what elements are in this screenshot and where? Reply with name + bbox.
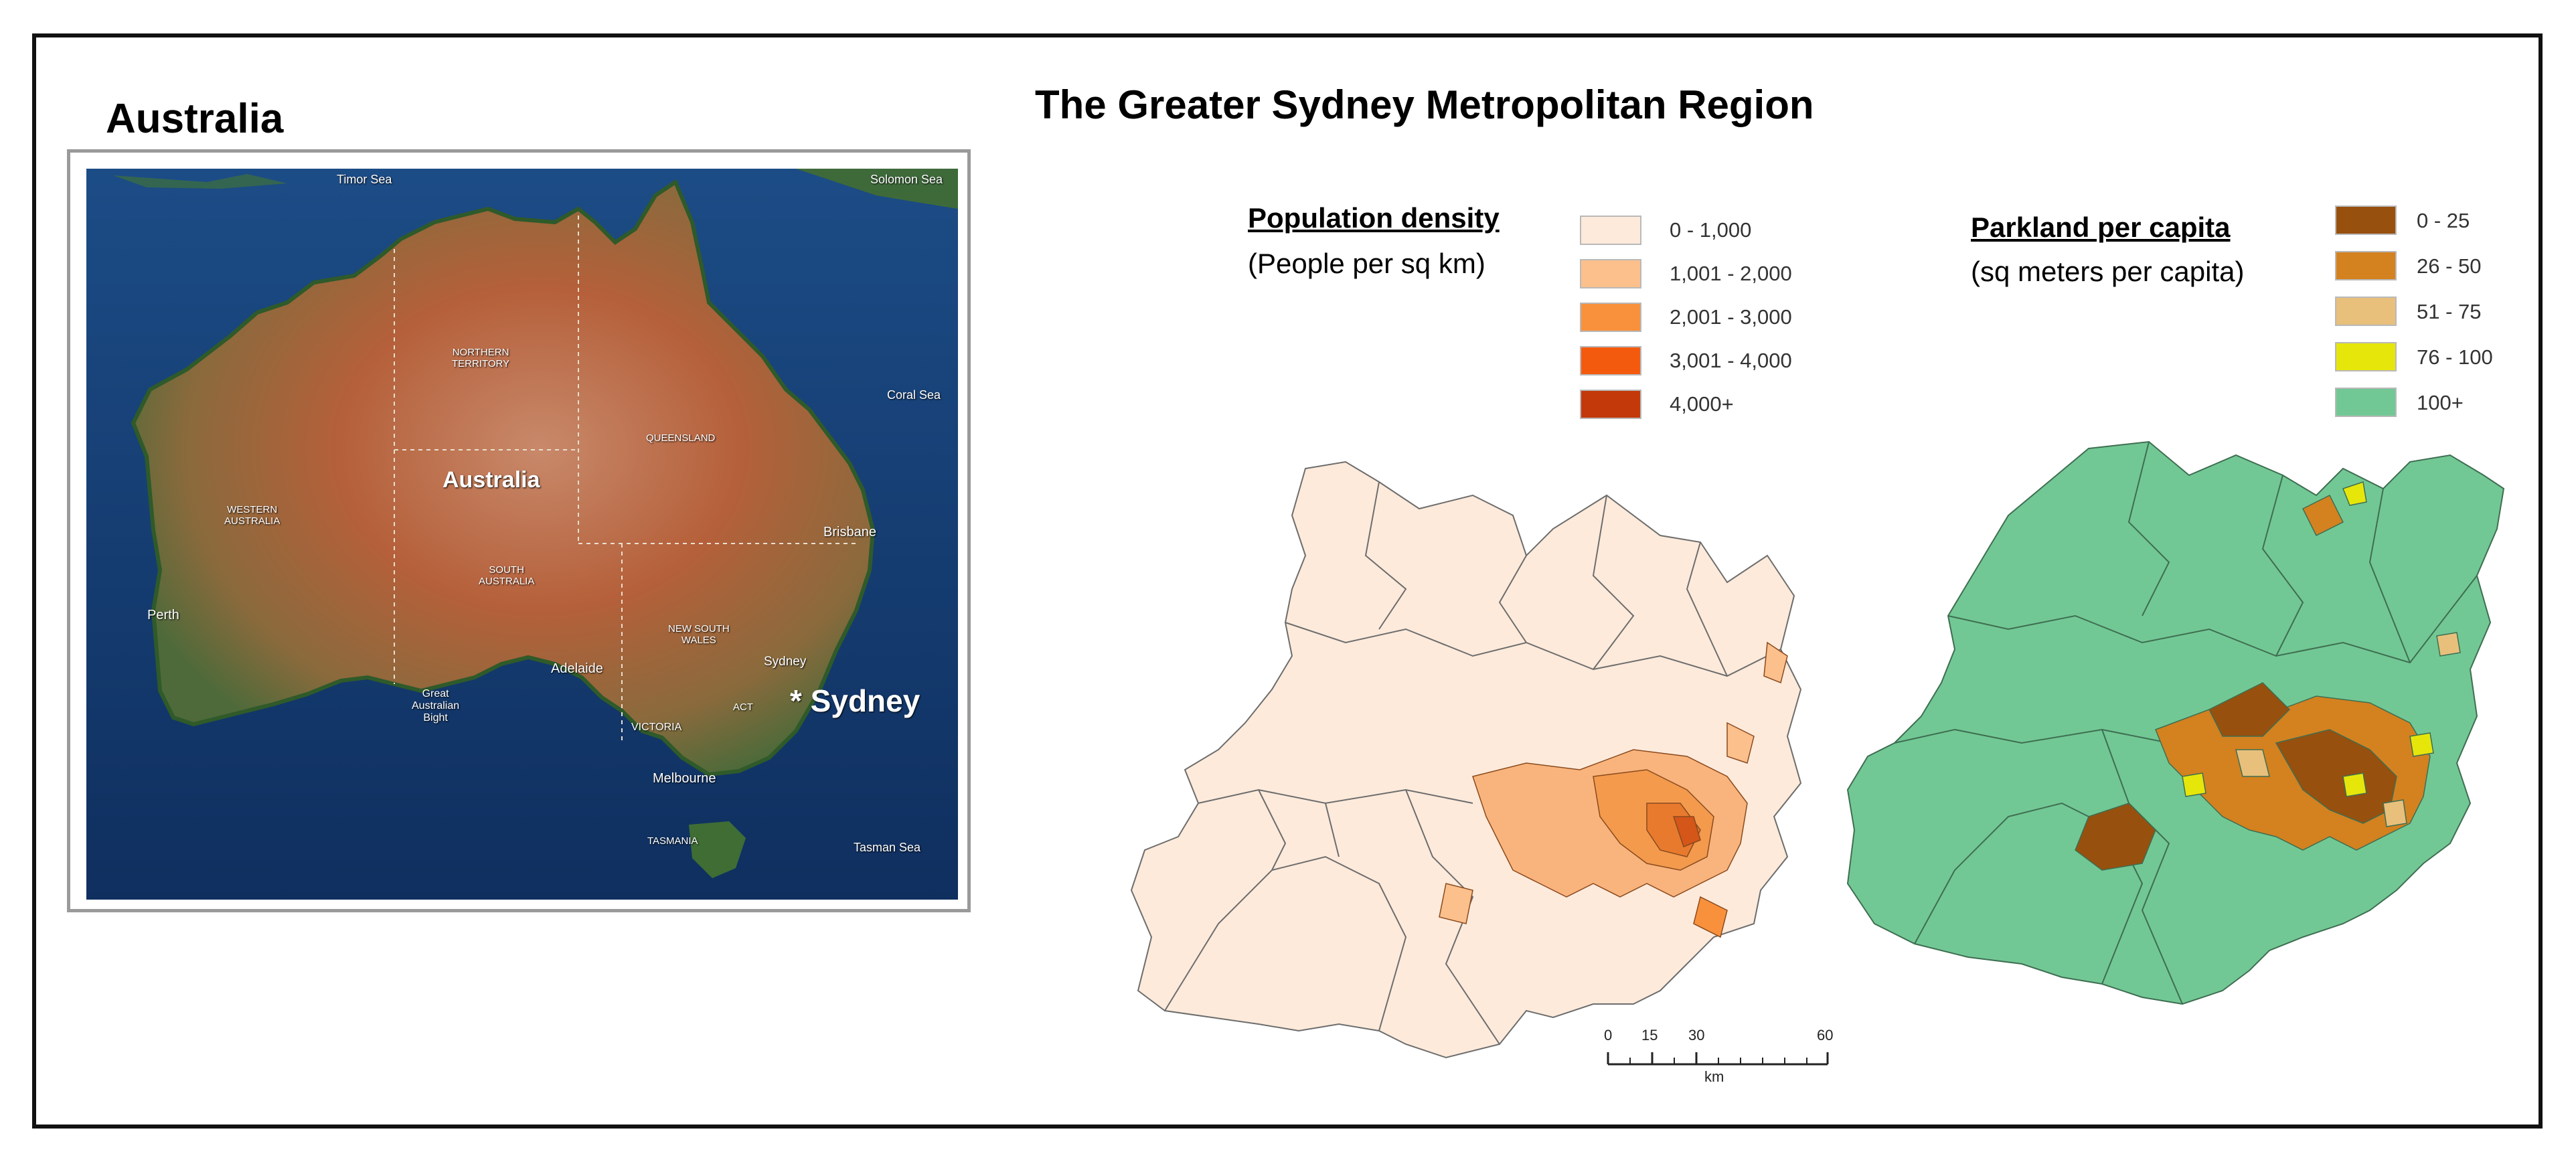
park-swatch-4 bbox=[2335, 388, 2397, 417]
sydney-small-label: Sydney bbox=[764, 655, 807, 669]
solomon-sea-label: Solomon Sea bbox=[870, 173, 943, 186]
parkland-boundaries bbox=[1894, 441, 2478, 1005]
new-south-wales-label: NEW SOUTH WALES bbox=[668, 623, 730, 646]
tasman-sea-label: Tasman Sea bbox=[854, 841, 921, 854]
scale-tick-15: 15 bbox=[1641, 1027, 1658, 1044]
scale-tick-0: 0 bbox=[1604, 1027, 1613, 1044]
population-density-boundaries bbox=[1164, 481, 1781, 1045]
sydney-marker-label: * Sydney bbox=[790, 683, 920, 718]
pop-label-2: 2,001 - 3,000 bbox=[1670, 305, 1792, 329]
islands-north bbox=[113, 174, 287, 189]
western-australia-label: WESTERN AUSTRALIA bbox=[224, 504, 280, 527]
tasmania-land bbox=[689, 821, 746, 878]
northern-territory-label: NORTHERN TERRITORY bbox=[452, 347, 510, 369]
park-swatch-3 bbox=[2335, 342, 2397, 371]
sydney-region-title: The Greater Sydney Metropolitan Region bbox=[1035, 82, 1814, 127]
australia-map-label: Australia bbox=[442, 467, 540, 493]
pop-swatch-3 bbox=[1580, 346, 1641, 376]
coral-sea-label: Coral Sea bbox=[887, 388, 941, 402]
pop-label-3: 3,001 - 4,000 bbox=[1670, 349, 1792, 372]
parkland-urban-core bbox=[2075, 481, 2461, 871]
australia-satellite-svg bbox=[86, 169, 958, 900]
park-swatch-2 bbox=[2335, 297, 2397, 326]
australia-title: Australia bbox=[106, 96, 284, 142]
population-density-heading: Population density bbox=[1248, 202, 1500, 234]
pop-swatch-2 bbox=[1580, 303, 1641, 332]
population-density-base bbox=[1130, 461, 1802, 1059]
act-label: ACT bbox=[733, 701, 753, 713]
brisbane-label: Brisbane bbox=[823, 525, 876, 539]
population-density-urban-core bbox=[1439, 641, 1788, 938]
scale-tick-60: 60 bbox=[1817, 1027, 1834, 1044]
perth-label: Perth bbox=[147, 608, 179, 622]
pop-swatch-0 bbox=[1580, 216, 1641, 245]
pop-label-1: 1,001 - 2,000 bbox=[1670, 262, 1792, 285]
tasmania-label: TASMANIA bbox=[647, 835, 698, 847]
population-density-map bbox=[1130, 461, 1802, 1059]
park-label-4: 100+ bbox=[2417, 391, 2464, 414]
south-australia-label: SOUTH AUSTRALIA bbox=[479, 564, 535, 587]
australia-satellite-map: Timor Sea Solomon Sea Coral Sea Tasman S… bbox=[67, 149, 971, 912]
pop-swatch-4 bbox=[1580, 390, 1641, 419]
scale-tick-30: 30 bbox=[1688, 1027, 1705, 1044]
park-label-1: 26 - 50 bbox=[2417, 254, 2482, 278]
great-australian-bight-label: Great Australian Bight bbox=[412, 688, 460, 724]
parkland-map bbox=[1846, 440, 2505, 1005]
park-label-2: 51 - 75 bbox=[2417, 300, 2482, 323]
scale-bar bbox=[1607, 1052, 1829, 1066]
pop-label-0: 0 - 1,000 bbox=[1670, 218, 1752, 242]
park-swatch-0 bbox=[2335, 205, 2397, 235]
park-label-0: 0 - 25 bbox=[2417, 209, 2470, 232]
parkland-subheading: (sq meters per capita) bbox=[1971, 256, 2245, 287]
pop-label-4: 4,000+ bbox=[1670, 392, 1734, 416]
pop-swatch-1 bbox=[1580, 259, 1641, 288]
scale-unit: km bbox=[1704, 1068, 1724, 1085]
adelaide-label: Adelaide bbox=[551, 661, 603, 676]
population-density-subheading: (People per sq km) bbox=[1248, 248, 1485, 279]
park-label-3: 76 - 100 bbox=[2417, 345, 2493, 369]
timor-sea-label: Timor Sea bbox=[337, 173, 392, 186]
parkland-heading: Parkland per capita bbox=[1971, 212, 2231, 243]
victoria-label: VICTORIA bbox=[631, 722, 682, 733]
melbourne-label: Melbourne bbox=[653, 771, 716, 786]
queensland-label: QUEENSLAND bbox=[646, 432, 716, 444]
new-guinea-land bbox=[796, 169, 958, 209]
australia-landmass bbox=[131, 179, 876, 777]
park-swatch-1 bbox=[2335, 251, 2397, 280]
